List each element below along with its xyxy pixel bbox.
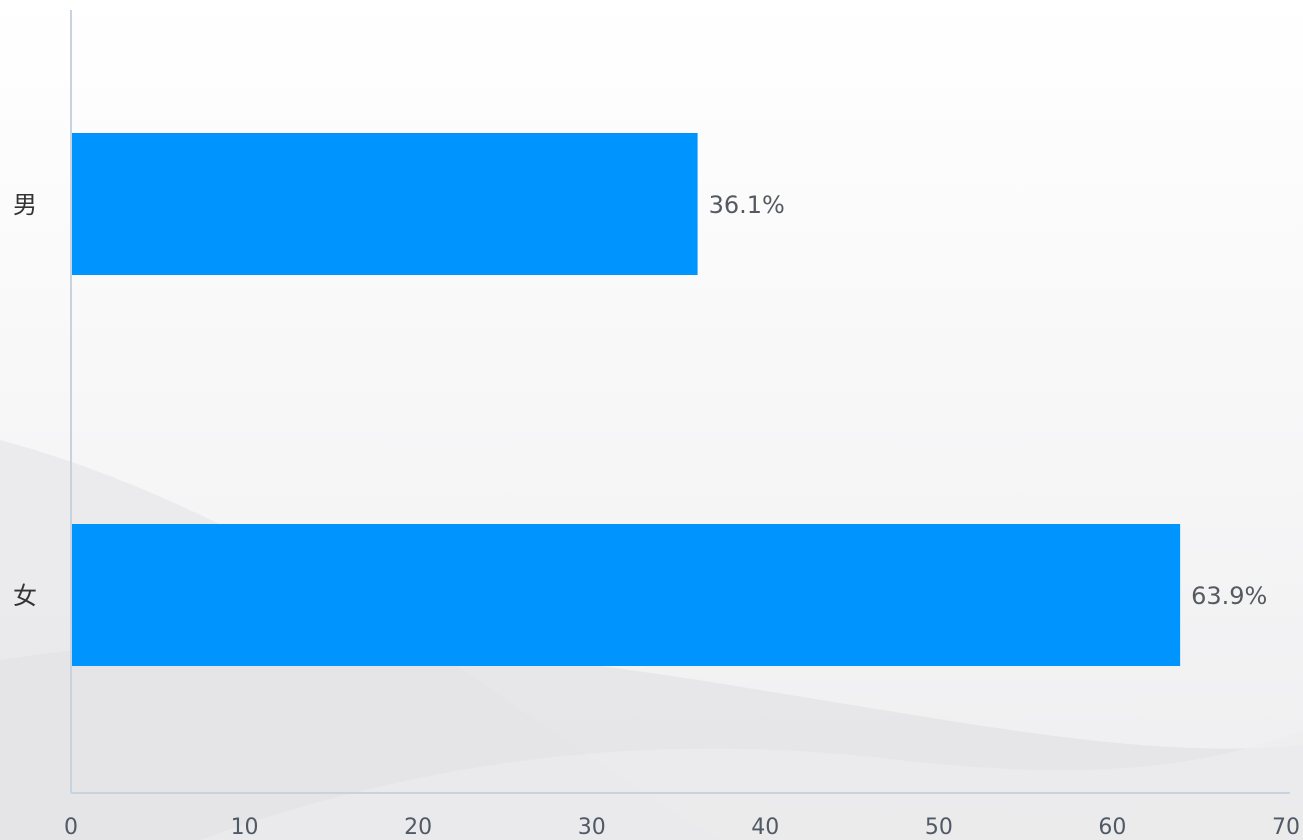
x-tick-label: 50 (925, 815, 953, 840)
x-tick-label: 70 (1272, 815, 1300, 840)
x-tick-label: 40 (751, 815, 779, 840)
bars (72, 133, 1180, 666)
category-labels: 男女 (13, 191, 37, 610)
bar-1 (72, 133, 698, 275)
category-label: 女 (13, 582, 37, 610)
category-label: 男 (13, 191, 37, 219)
x-tick-label: 30 (578, 815, 606, 840)
data-label: 63.9% (1191, 582, 1267, 610)
x-tick-label: 60 (1098, 815, 1126, 840)
data-label: 36.1% (709, 191, 785, 219)
x-axis-ticks: 0 10 20 30 40 50 60 70 (64, 815, 1300, 840)
x-tick-label: 10 (231, 815, 259, 840)
bar-2 (72, 524, 1180, 666)
x-tick-label: 20 (404, 815, 432, 840)
x-tick-label: 0 (64, 815, 78, 840)
